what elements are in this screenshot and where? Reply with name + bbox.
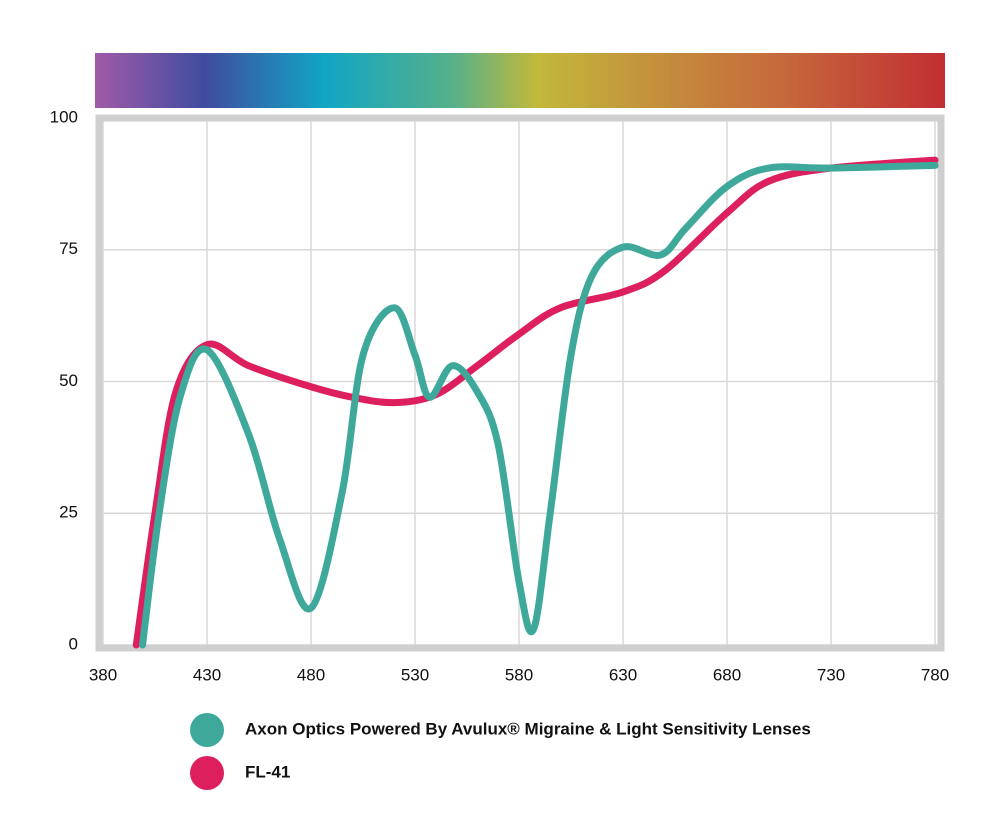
x-tick-label: 530 (401, 665, 429, 684)
y-tick-label: 75 (59, 239, 78, 258)
x-tick-label: 630 (609, 665, 637, 684)
x-tick-label: 480 (297, 665, 325, 684)
spectrum-bar (95, 53, 945, 108)
legend-swatch (190, 713, 224, 747)
x-tick-label: 580 (505, 665, 533, 684)
legend-swatch (190, 756, 224, 790)
legend-label: FL-41 (245, 762, 290, 781)
x-tick-label: 730 (817, 665, 845, 684)
x-tick-label: 430 (193, 665, 221, 684)
x-tick-label: 680 (713, 665, 741, 684)
x-tick-label: 380 (89, 665, 117, 684)
y-tick-label: 100 (50, 107, 78, 126)
legend-label: Axon Optics Powered By Avulux® Migraine … (245, 719, 811, 738)
y-tick-label: 25 (59, 503, 78, 522)
plot-frame (95, 114, 945, 652)
x-tick-label: 780 (921, 665, 949, 684)
y-tick-label: 0 (69, 634, 78, 653)
series-line (139, 161, 939, 649)
series-line (132, 156, 939, 649)
y-tick-label: 50 (59, 371, 78, 390)
